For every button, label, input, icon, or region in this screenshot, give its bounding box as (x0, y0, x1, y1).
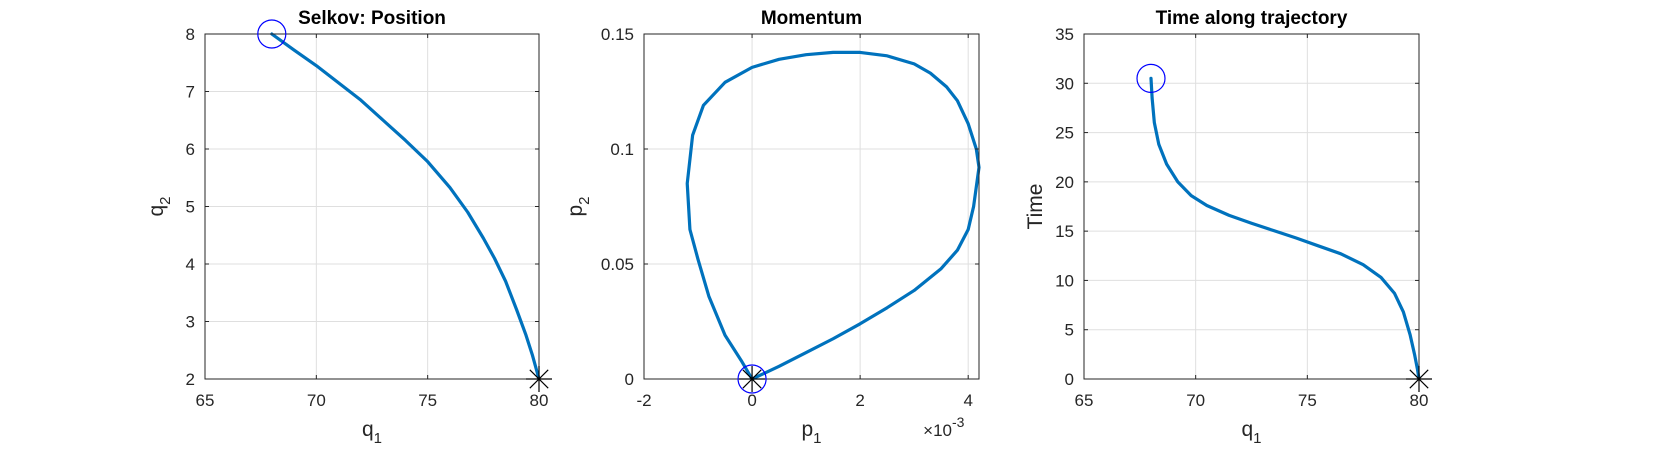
series-line (685, 50, 981, 381)
chart-title: Time along trajectory (1156, 8, 1348, 29)
y-tick-label: 6 (186, 140, 195, 159)
x-tick-label: 70 (1186, 391, 1205, 410)
y-axis-label-text: Time (1024, 184, 1047, 230)
x-axis-label-text: q1 (1241, 418, 1261, 447)
asterisk-stroke (1409, 369, 1429, 389)
x-tick-label: 70 (307, 391, 326, 410)
x-axis-label: q1 (1241, 418, 1261, 447)
y-tick-label: 0.15 (601, 25, 634, 44)
x-axis-label: q1 (362, 418, 382, 447)
y-tick-label: 4 (186, 255, 195, 274)
x-tick-label: 0 (747, 391, 756, 410)
y-tick-label: 5 (1065, 321, 1074, 340)
end-asterisk-marker (1406, 366, 1432, 392)
asterisk-stroke (529, 369, 549, 389)
y-tick-label: 20 (1055, 173, 1074, 192)
subplot-3: 65 70 75 80 0 5 10 15 20 25 30 35 Time along traject… (1024, 8, 1432, 447)
y-axis-label-text: q2 (145, 196, 174, 216)
series-line (1149, 76, 1421, 381)
axes-box (1083, 33, 1420, 380)
x-tick-label: 75 (1298, 391, 1317, 410)
y-tick-label: 35 (1055, 25, 1074, 44)
chart-title: Selkov: Position (298, 8, 446, 29)
y-axis-label: q2 (145, 196, 174, 216)
start-circle-marker (1136, 63, 1166, 93)
y-tick-label: 0 (625, 370, 634, 389)
chart-title: Momentum (761, 8, 862, 29)
y-tick-label: 2 (186, 370, 195, 389)
x-tick-label: 65 (1075, 391, 1094, 410)
x-axis-label: p1 (801, 418, 821, 447)
y-axis-label: p2 (564, 196, 593, 216)
subplot-1: 65 70 75 80 2 3 4 5 6 7 8 Selkov: Position q1 q2 (145, 8, 552, 447)
x-tick-label: -2 (636, 391, 651, 410)
x-axis-label-text: q1 (362, 418, 382, 447)
x-tick-label: 2 (855, 391, 864, 410)
start-circle-marker (737, 364, 767, 394)
y-tick-label: 0.1 (610, 140, 634, 159)
x-axis-label-text: p1 (801, 418, 821, 447)
asterisk-stroke (742, 369, 762, 389)
end-asterisk-marker (526, 366, 552, 392)
x-exponent-label: ×10 -3 (923, 414, 965, 440)
y-tick-label: 10 (1055, 271, 1074, 290)
x-tick-label: 80 (530, 391, 549, 410)
y-tick-label: 7 (186, 83, 195, 102)
x-exponent-base: ×10 (923, 421, 952, 440)
y-tick-label: 0 (1065, 370, 1074, 389)
x-tick-label: 75 (418, 391, 437, 410)
series-line (270, 32, 541, 381)
x-tick-label: 80 (1410, 391, 1429, 410)
y-axis-label: Time (1024, 184, 1047, 230)
end-asterisk-marker (739, 366, 766, 392)
x-exponent-power: -3 (952, 414, 965, 430)
y-axis-label-text: p2 (564, 196, 593, 216)
start-circle-marker (257, 19, 287, 49)
y-tick-label: 30 (1055, 74, 1074, 93)
y-tick-label: 8 (186, 25, 195, 44)
y-tick-label: 0.05 (601, 255, 634, 274)
x-tick-label: 4 (963, 391, 972, 410)
axes-box (643, 33, 980, 380)
y-tick-label: 3 (186, 313, 195, 332)
y-tick-label: 5 (186, 198, 195, 217)
y-tick-label: 25 (1055, 124, 1074, 143)
x-tick-label: 65 (196, 391, 215, 410)
y-tick-label: 15 (1055, 222, 1074, 241)
